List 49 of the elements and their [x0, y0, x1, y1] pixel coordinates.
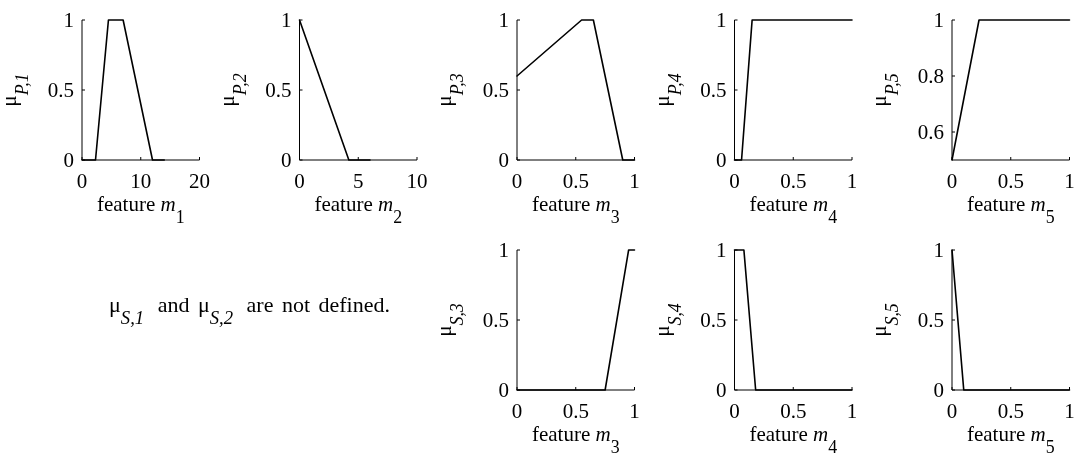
x-tick-label: 0.5 [997, 169, 1024, 193]
y-tick-label: 0 [498, 378, 509, 403]
x-axis-title: feature m$_{3}$ [531, 192, 620, 227]
y-tick-label: 0 [933, 378, 944, 403]
x-tick-label: 1 [1064, 399, 1075, 423]
y-tick-label: 1 [498, 238, 509, 263]
x-tick-label: 0.5 [780, 399, 807, 423]
x-axis-title: feature m$_{3}$ [531, 422, 620, 457]
x-axis-title: feature m$_{4}$ [749, 422, 838, 457]
x-axis-title: feature m$_{5}$ [966, 422, 1055, 457]
y-tick-label: 1 [716, 238, 727, 263]
y-tick-label: 1 [63, 8, 74, 33]
y-tick-label: 0.5 [47, 78, 74, 103]
y-tick-label: 0 [498, 148, 509, 173]
x-tick-label: 0.5 [997, 399, 1024, 423]
y-tick-label: 0.6 [917, 120, 944, 145]
x-tick-label: 0.5 [562, 399, 589, 423]
y-tick-label: 0.8 [917, 64, 944, 89]
y-tick-label: 0 [716, 378, 727, 403]
y-tick-label: 0 [716, 148, 727, 173]
x-tick-label: 10 [406, 169, 428, 193]
x-tick-label: 1 [846, 399, 858, 423]
x-tick-label: 0.5 [562, 169, 589, 193]
x-axis-title: feature m$_{1}$ [96, 192, 185, 227]
y-tick-label: 0.5 [700, 78, 727, 103]
x-tick-label: 10 [130, 169, 152, 193]
x-tick-label: 5 [353, 169, 364, 193]
y-tick-label: 0.5 [700, 308, 727, 333]
y-tick-label: 1 [281, 8, 292, 33]
x-tick-label: 1 [846, 169, 858, 193]
y-tick-label: 1 [933, 238, 944, 263]
x-tick-label: 20 [189, 169, 210, 193]
x-axis-title: feature m$_{4}$ [749, 192, 838, 227]
y-tick-label: 0.5 [482, 308, 509, 333]
x-tick-label: 1 [629, 169, 640, 193]
x-tick-label: 0.5 [780, 169, 807, 193]
y-tick-label: 1 [498, 8, 509, 33]
y-tick-label: 1 [933, 8, 944, 33]
text: μ$_{S,1}$ and μ$_{S,2}$ are not defined. [108, 292, 391, 329]
y-tick-label: 0 [281, 148, 292, 173]
y-tick-label: 0 [63, 148, 74, 173]
x-tick-label: 1 [1064, 169, 1075, 193]
x-axis-title: feature m$_{2}$ [314, 192, 403, 227]
y-tick-label: 0.5 [482, 78, 509, 103]
y-tick-label: 0.5 [917, 308, 944, 333]
x-tick-label: 1 [629, 399, 640, 423]
x-axis-title: feature m$_{5}$ [966, 192, 1055, 227]
y-tick-label: 0.5 [265, 78, 292, 103]
y-tick-label: 1 [716, 8, 727, 33]
